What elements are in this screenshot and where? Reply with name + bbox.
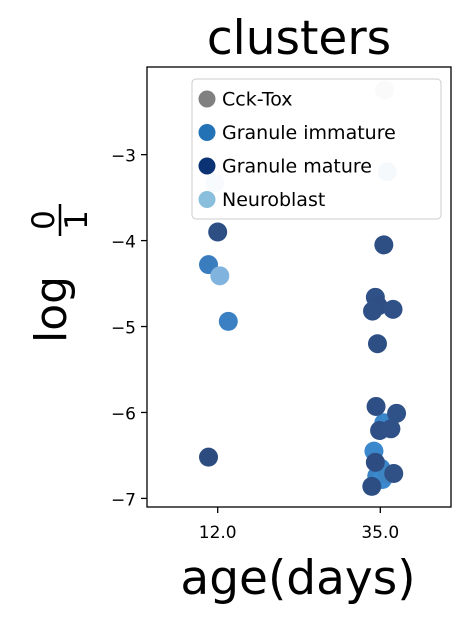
- data-point-granule-mature: [199, 447, 219, 467]
- data-point-granule-immature: [218, 311, 238, 331]
- x-ticks: 12.0 35.0: [199, 507, 399, 543]
- y-axis-label-numerator: 0: [26, 210, 62, 230]
- y-axis-label-base: log: [26, 276, 77, 343]
- data-point-granule-mature: [387, 403, 407, 423]
- y-ticks: −7 −6 −5 −4 −3: [111, 147, 147, 510]
- legend-entry: Neuroblast: [222, 189, 325, 211]
- legend-box: [191, 78, 442, 220]
- plot-area-frame: [146, 66, 452, 508]
- data-point-neuroblast: [210, 266, 230, 286]
- y-tick-label: −5: [111, 319, 136, 339]
- x-tick-label: 35.0: [361, 523, 399, 543]
- y-axis-label-denominator: 1: [59, 210, 95, 230]
- data-point-granule-mature: [367, 334, 387, 354]
- legend-marker: [198, 191, 216, 208]
- y-tick-label: −7: [111, 490, 136, 510]
- data-point-granule-mature: [381, 419, 401, 439]
- chart-title: clusters: [207, 11, 391, 66]
- y-tick-label: −6: [111, 404, 136, 424]
- x-axis-label: age(days): [180, 551, 415, 606]
- legend: Cck-Tox Granule immature Granule mature Neu…: [191, 78, 442, 220]
- data-point-granule-mature: [362, 476, 382, 496]
- data-point-granule-mature: [363, 301, 383, 321]
- legend-marker: [198, 90, 216, 108]
- x-tick-label: 12.0: [199, 523, 237, 543]
- legend-marker: [198, 124, 216, 141]
- data-point-granule-mature: [366, 396, 386, 416]
- y-tick-label: −4: [111, 233, 136, 253]
- data-point-granule-mature: [208, 222, 228, 242]
- y-tick-label: −3: [111, 147, 136, 167]
- legend-entry: Granule immature: [222, 122, 396, 144]
- legend-marker: [198, 157, 216, 175]
- data-point-granule-mature: [383, 299, 403, 319]
- data-point-granule-mature: [384, 463, 404, 483]
- y-axis-label: log 0 1: [26, 204, 95, 343]
- data-point-granule-mature: [365, 452, 385, 472]
- data-points: [199, 80, 407, 496]
- data-point-granule-mature: [374, 235, 394, 255]
- legend-entry: Granule mature: [222, 156, 372, 178]
- legend-entry: Cck-Tox: [222, 89, 293, 111]
